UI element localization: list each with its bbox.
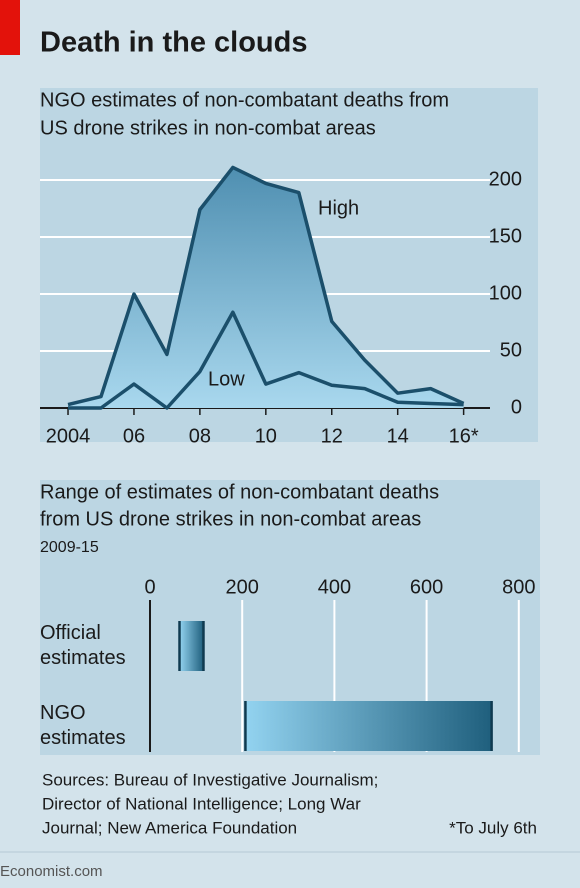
y-tick-label: 200 [489, 168, 522, 190]
series-label: Low [208, 368, 245, 390]
sources: Sources: Bureau of Investigative Journal… [42, 770, 378, 789]
red-tab [0, 0, 20, 55]
x-tick-label: 200 [226, 576, 259, 598]
range-bar [245, 701, 492, 751]
category-label: NGO estimates [40, 702, 126, 749]
y-tick-label: 100 [489, 282, 522, 304]
chart-title: from US drone strikes in non-combat area… [40, 508, 421, 530]
sources: Director of National Intelligence; Long … [42, 794, 361, 813]
category-label: Official estimates [40, 622, 126, 669]
area-fill [68, 167, 464, 408]
x-tick-label: 10 [255, 425, 277, 447]
chart-title: Range of estimates of non-combatant deat… [40, 481, 439, 503]
x-tick-label: 06 [123, 425, 145, 447]
page-title: Death in the clouds [40, 27, 307, 59]
y-tick-label: 150 [489, 225, 522, 247]
y-tick-label: 50 [500, 339, 522, 361]
chart-title: NGO estimates of non-combatant deaths fr… [40, 89, 449, 111]
x-tick-label: 800 [502, 576, 535, 598]
x-tick-label: 600 [410, 576, 443, 598]
x-tick-label: 08 [189, 425, 211, 447]
x-tick-label: 2004 [46, 425, 91, 447]
x-tick-label: 0 [144, 576, 155, 598]
brand: Economist.com [0, 863, 103, 880]
x-tick-label: 14 [387, 425, 409, 447]
chart-title: US drone strikes in non-combat areas [40, 117, 376, 139]
footnote: *To July 6th [449, 818, 537, 837]
series-line [67, 165, 465, 407]
x-tick-label: 12 [321, 425, 343, 447]
x-tick-label: 16* [449, 425, 479, 447]
y-tick-label: 0 [511, 396, 522, 418]
x-tick-label: 400 [318, 576, 351, 598]
series-line [68, 310, 464, 410]
chart-subtitle: 2009-15 [40, 539, 99, 556]
series-label: High [318, 197, 359, 219]
range-bar [179, 621, 204, 671]
sources: Journal; New America Foundation [42, 818, 297, 837]
